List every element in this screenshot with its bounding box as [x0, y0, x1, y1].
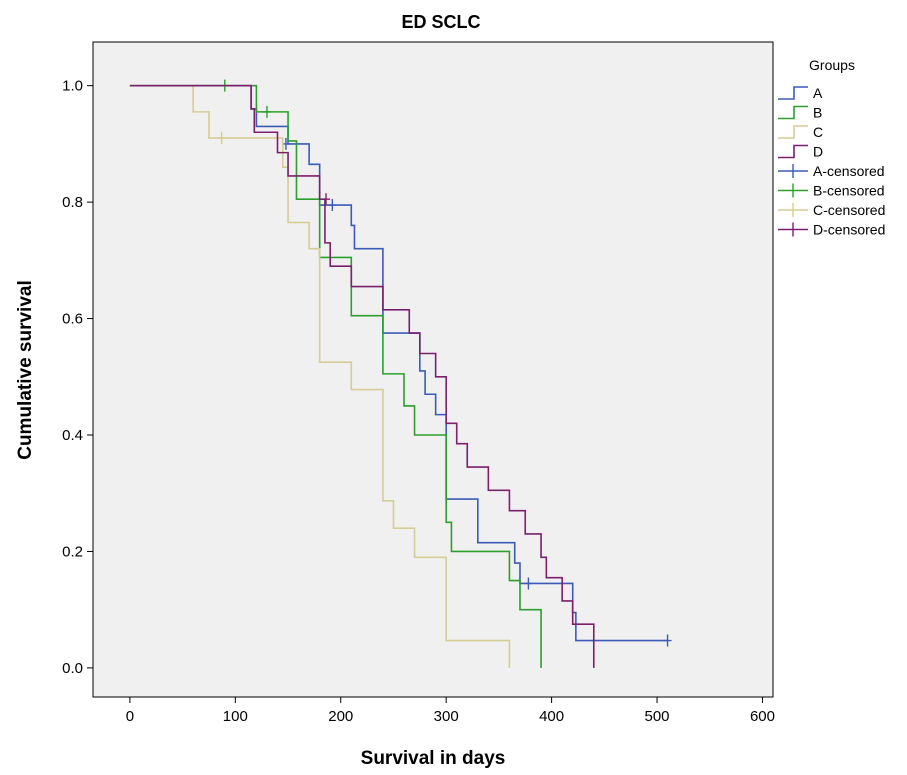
chart-title: ED SCLC: [401, 12, 480, 32]
legend-label: C: [813, 124, 823, 140]
survival-curve-c: [129, 84, 511, 668]
survival-curve-d: [129, 84, 595, 668]
x-tick-label: 600: [750, 708, 775, 725]
survival-curve-b: [129, 84, 542, 668]
censor-mark-a: [524, 577, 533, 590]
x-tick-label: 300: [434, 708, 459, 725]
y-tick-label: 0.0: [62, 660, 83, 677]
censor-mark-a: [663, 634, 672, 647]
y-tick-label: 0.4: [62, 427, 83, 444]
x-tick-label: 0: [126, 708, 134, 725]
y-tick-label: 0.2: [62, 543, 83, 560]
censor-mark-b: [262, 105, 271, 118]
y-axis: 0.0 0.2 0.4 0.6 0.8 1.0: [62, 78, 93, 677]
legend-label: A: [813, 85, 823, 101]
legend-label: B-censored: [813, 183, 885, 199]
legend-label: C-censored: [813, 202, 885, 218]
x-tick-label: 400: [539, 708, 564, 725]
plot-area: [92, 41, 774, 698]
x-tick-label: 500: [645, 708, 670, 725]
censor-mark-c: [217, 132, 226, 145]
x-tick-label: 200: [328, 708, 353, 725]
y-axis-label: Cumulative survival: [15, 280, 36, 460]
censor-mark-d: [321, 193, 330, 206]
x-axis: 0 100 200 300 400 500 600: [126, 697, 775, 725]
y-tick-label: 0.8: [62, 194, 83, 211]
legend-label: A-censored: [813, 163, 885, 179]
legend-swatch-d-censored: [778, 222, 808, 237]
x-tick-label: 100: [223, 708, 248, 725]
legend-swatch-c: [778, 125, 808, 139]
censor-mark-a: [328, 199, 337, 212]
legend-swatch-d: [778, 144, 808, 159]
legend-swatch-c-censored: [778, 203, 808, 217]
legend-label: D-censored: [813, 222, 885, 238]
y-tick-label: 0.6: [62, 311, 83, 328]
legend-label: D: [813, 144, 823, 160]
legend-swatch-b-censored: [778, 183, 808, 198]
legend-swatch-a-censored: [778, 164, 808, 178]
series-layer: [129, 79, 672, 668]
x-axis-label: Survival in days: [361, 748, 506, 769]
legend-swatch-a: [778, 86, 808, 100]
legend-title: Groups: [809, 57, 855, 73]
legend-label: B: [813, 105, 822, 121]
y-tick-label: 1.0: [62, 78, 83, 95]
legend-swatch-b: [778, 105, 808, 120]
